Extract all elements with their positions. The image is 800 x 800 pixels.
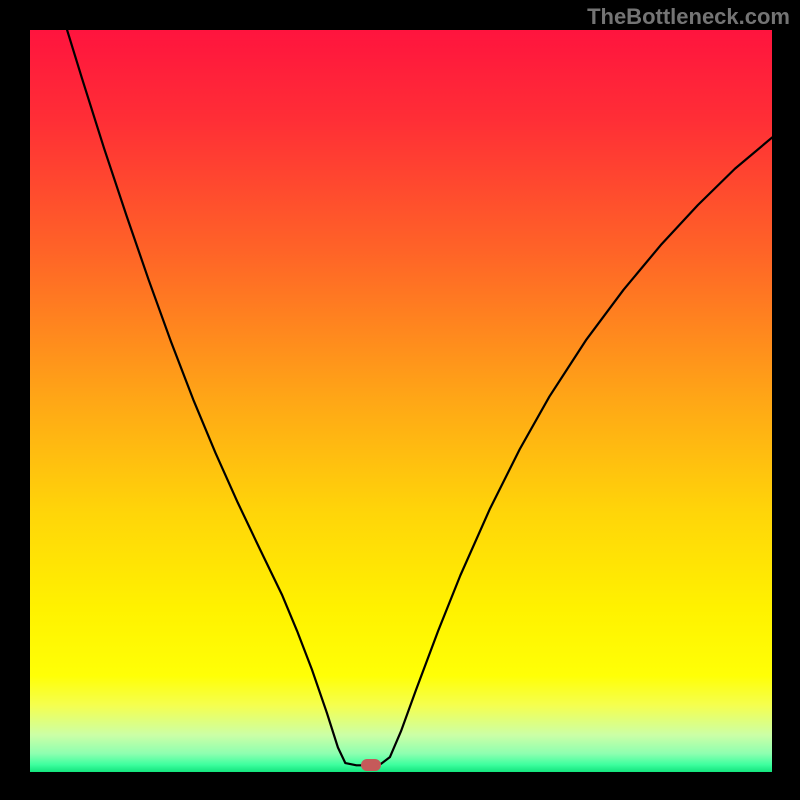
watermark-text: TheBottleneck.com — [587, 4, 790, 30]
plot-svg — [30, 30, 772, 772]
plot-area — [30, 30, 772, 772]
gradient-background — [30, 30, 772, 772]
optimal-marker — [361, 759, 381, 771]
chart-container: TheBottleneck.com — [0, 0, 800, 800]
